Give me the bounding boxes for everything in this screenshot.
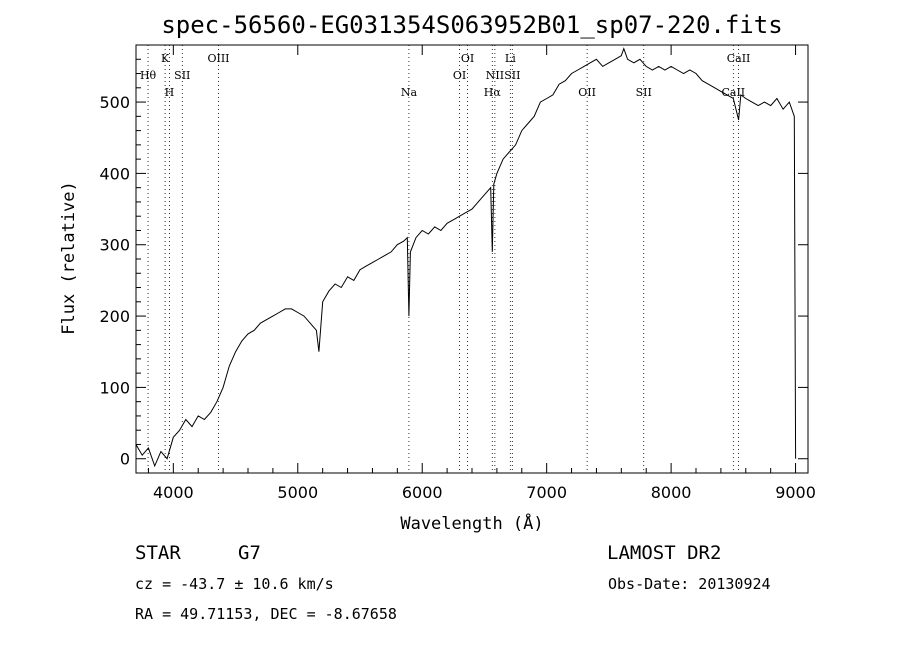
y-tick-label: 100 <box>99 378 130 397</box>
x-axis-ticks: 4000 5000 6000 7000 8000 9000 <box>147 45 816 502</box>
spectral-line-label: OI <box>453 69 466 82</box>
observation-date: Obs-Date: 20130924 <box>608 575 771 593</box>
y-axis-label: Flux (relative) <box>59 181 79 335</box>
y-tick-label: 200 <box>99 307 130 326</box>
x-tick-label: 4000 <box>153 483 194 502</box>
spectral-line-label: OII <box>578 86 596 99</box>
y-tick-label: 0 <box>120 450 130 469</box>
coordinates: RA = 49.71153, DEC = -8.67658 <box>135 605 397 623</box>
x-tick-label: 8000 <box>651 483 692 502</box>
spectral-line-label: SII <box>636 86 652 99</box>
spectral-line-label: H <box>165 86 175 99</box>
spectral-line-label: Hα <box>484 86 502 99</box>
object-subclass: G7 <box>238 542 261 564</box>
spectral-line-label: OI <box>461 52 474 65</box>
redshift-cz: cz = -43.7 ± 10.6 km/s <box>135 575 334 593</box>
survey-name: LAMOST DR2 <box>607 542 721 564</box>
x-tick-label: 6000 <box>402 483 443 502</box>
x-tick-label: 9000 <box>775 483 816 502</box>
spectral-line-markers <box>147 45 739 473</box>
x-axis-label: Wavelength (Å) <box>400 512 543 534</box>
y-tick-label: 500 <box>99 93 130 112</box>
y-axis-ticks: 0 100 200 300 400 500 <box>99 58 808 469</box>
y-tick-label: 300 <box>99 236 130 255</box>
spectral-line-label: SII <box>174 69 190 82</box>
spectral-line-label: NII <box>486 69 504 82</box>
spectral-line-label: CaII <box>721 86 745 99</box>
spectral-line-label: Na <box>401 86 418 99</box>
x-tick-label: 7000 <box>526 483 567 502</box>
object-class: STAR <box>135 542 181 564</box>
spectral-line-label: K <box>161 52 170 65</box>
chart-title: spec-56560-EG031354S063952B01_sp07-220.f… <box>161 11 782 39</box>
spectrum-line <box>135 47 797 468</box>
y-tick-label: 400 <box>99 164 130 183</box>
spectral-line-label: CaII <box>727 52 751 65</box>
spectral-line-label: Hθ <box>140 69 157 82</box>
spectral-line-label: OIII <box>207 52 229 65</box>
x-tick-label: 5000 <box>277 483 318 502</box>
spectral-line-label: SII <box>504 69 520 82</box>
plot-frame <box>135 44 809 474</box>
spectral-line-label: Li <box>505 52 516 65</box>
